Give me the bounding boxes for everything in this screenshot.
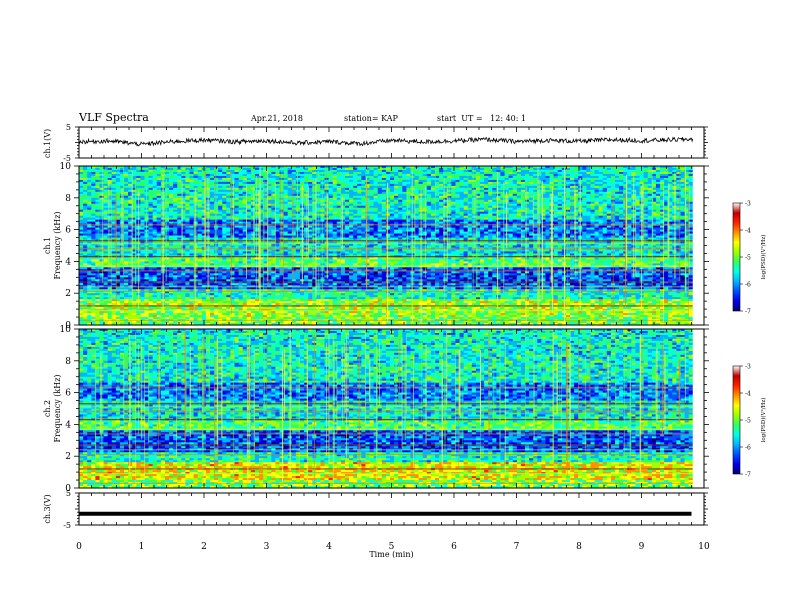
figure: 0 1 2 3 4 5 6 7 8 9 10Time (min)024681002468105-55… <box>0 0 792 612</box>
ch1-spectrogram <box>79 166 704 326</box>
